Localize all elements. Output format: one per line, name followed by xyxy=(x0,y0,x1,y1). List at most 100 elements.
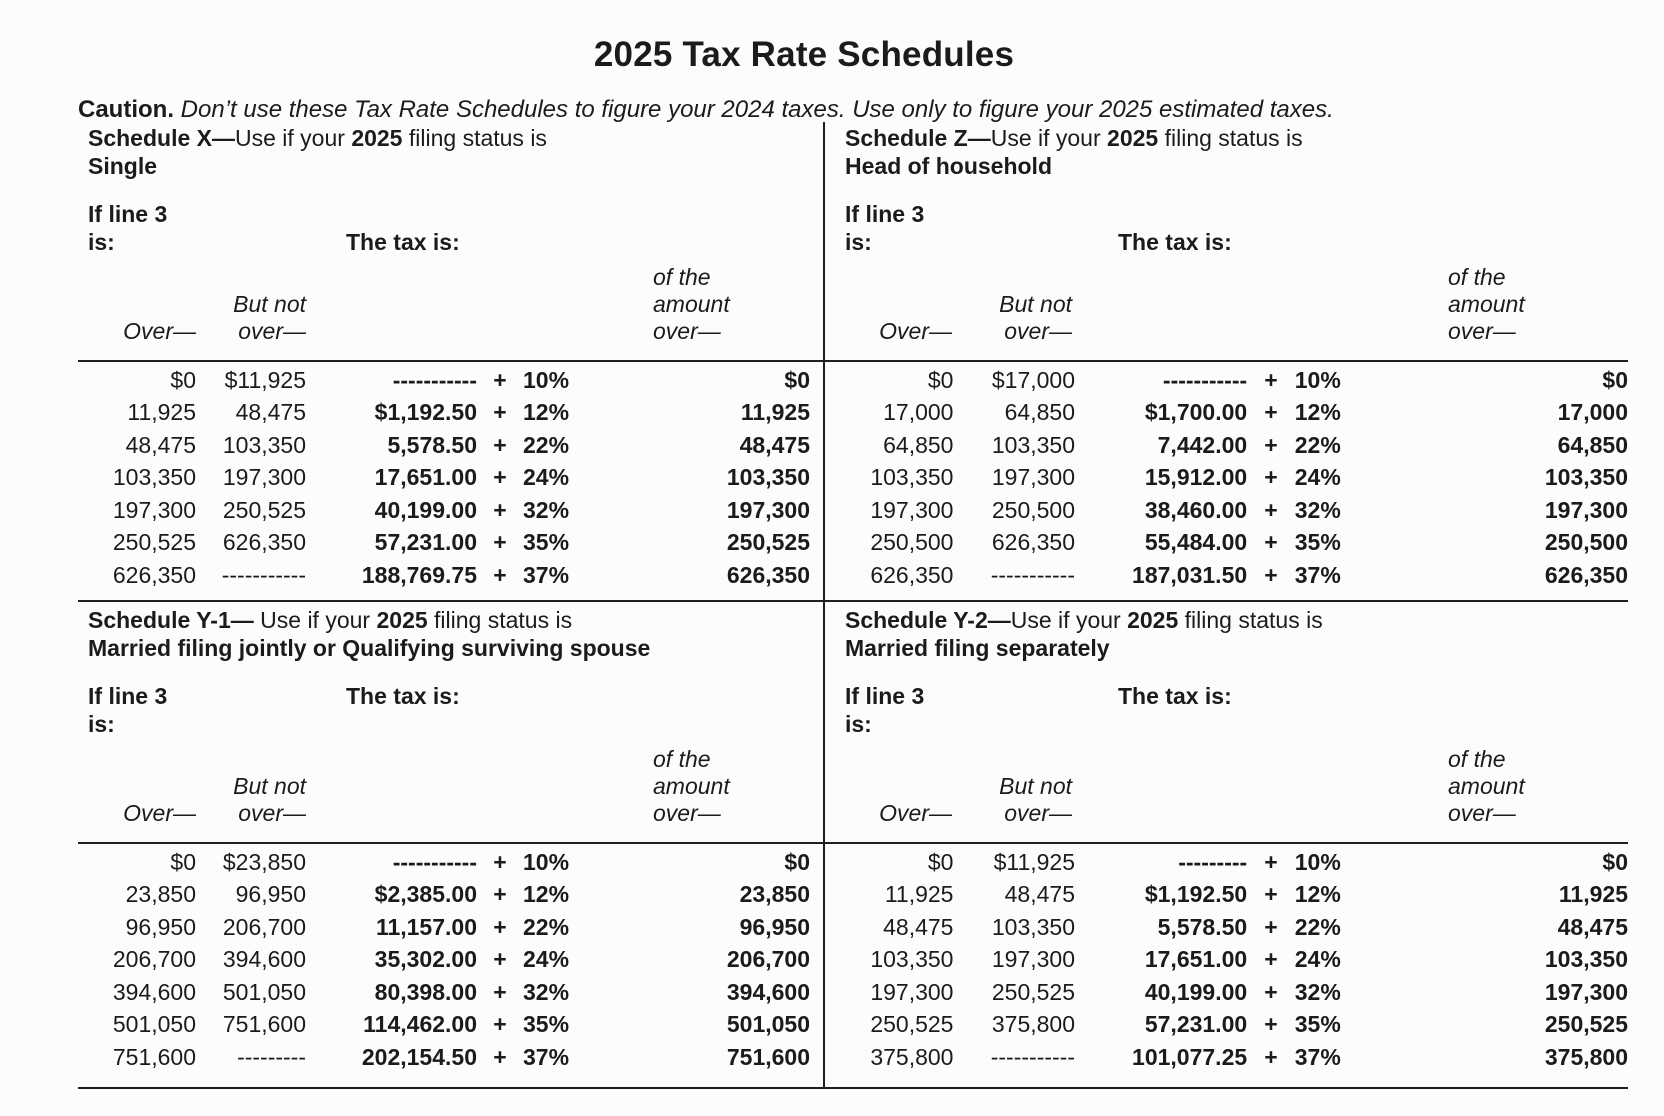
cell-but-not-over: 64,850 xyxy=(1004,399,1075,426)
cell-tax-base: 35,302.00 xyxy=(374,946,477,973)
cell-but-not-over: 375,800 xyxy=(991,1011,1075,1038)
cell-over: 197,300 xyxy=(112,496,196,523)
cell-but-not-over: 394,600 xyxy=(222,946,306,973)
cell-plus: + xyxy=(493,1043,507,1070)
cell-rate: 22% xyxy=(1294,431,1341,458)
over-header: Over— xyxy=(123,800,196,826)
cell-but-not-over: $17,000 xyxy=(991,366,1075,393)
cell-amount-over: 250,525 xyxy=(1544,1011,1628,1038)
cell-over: 375,800 xyxy=(870,1043,954,1070)
tax-table-schedule-y2: $0 $11,925 --------- +10% $0 11,925 48,475 $1,1… xyxy=(837,846,1628,1074)
schedule-x-panel: Schedule X—Use if your 2025 filing statu… xyxy=(78,118,810,600)
cell-tax-base: ----------- xyxy=(1162,366,1248,393)
cell-over: 48,475 xyxy=(883,913,954,940)
cell-rate: 37% xyxy=(523,1043,570,1070)
cell-over: 250,500 xyxy=(870,529,954,556)
cell-plus: + xyxy=(1264,1011,1278,1038)
cell-amount-over: 751,600 xyxy=(726,1043,810,1070)
filing-status: Married filing separately xyxy=(845,635,1110,661)
column-headers: If line 3 is: The tax is: of the amount ove… xyxy=(78,660,810,842)
cell-rate: 24% xyxy=(1294,946,1341,973)
cell-tax-base: ----------- xyxy=(392,366,477,393)
cell-plus: + xyxy=(493,848,507,875)
cell-rate: 37% xyxy=(1294,561,1341,588)
table-row: 103,350 197,300 15,912.00 +24% 103,350 xyxy=(837,462,1628,495)
tax-is-label: The tax is: xyxy=(1118,229,1232,255)
over-header: Over— xyxy=(123,318,196,344)
cell-amount-over: 394,600 xyxy=(726,978,810,1005)
cell-over: 103,350 xyxy=(112,464,196,491)
cell-tax-base: 7,442.00 xyxy=(1157,431,1248,458)
if-line-3-label: If line 3 is: xyxy=(845,683,925,737)
cell-amount-over: 626,350 xyxy=(1544,561,1628,588)
cell-rate: 24% xyxy=(523,946,570,973)
schedule-title-lead: Schedule Y-2— xyxy=(845,607,1011,633)
cell-plus: + xyxy=(1264,946,1278,973)
cell-plus: + xyxy=(1264,366,1278,393)
cell-amount-over: 103,350 xyxy=(1544,946,1628,973)
cell-but-not-over: 103,350 xyxy=(991,431,1075,458)
table-row: 197,300 250,525 40,199.00 +32% 197,300 xyxy=(837,976,1628,1009)
table-row: 103,350 197,300 17,651.00 +24% 103,350 xyxy=(837,944,1628,977)
cell-rate: 22% xyxy=(523,913,570,940)
table-row: 64,850 103,350 7,442.00 +22% 64,850 xyxy=(837,429,1628,462)
cell-plus: + xyxy=(1264,561,1278,588)
cell-but-not-over: 197,300 xyxy=(222,464,306,491)
cell-plus: + xyxy=(493,431,507,458)
cell-but-not-over: 48,475 xyxy=(235,399,306,426)
schedule-title: Schedule X—Use if your 2025 filing statu… xyxy=(88,125,547,179)
cell-amount-over: 375,800 xyxy=(1544,1043,1628,1070)
cell-amount-over: 103,350 xyxy=(726,464,810,491)
cell-over: 751,600 xyxy=(112,1043,196,1070)
cell-tax-base: 114,462.00 xyxy=(363,1011,477,1038)
cell-plus: + xyxy=(493,881,507,908)
cell-but-not-over: 501,050 xyxy=(222,978,306,1005)
cell-over: 11,925 xyxy=(127,399,196,426)
cell-amount-over: 17,000 xyxy=(1557,399,1628,426)
cell-but-not-over: --------- xyxy=(237,1043,306,1070)
cell-rate: 37% xyxy=(1294,1043,1341,1070)
header-rule-top xyxy=(78,360,1628,362)
table-row: 197,300 250,500 38,460.00 +32% 197,300 xyxy=(837,494,1628,527)
cell-rate: 35% xyxy=(1294,1011,1341,1038)
cell-but-not-over: 751,600 xyxy=(222,1011,306,1038)
cell-rate: 12% xyxy=(523,881,570,908)
cell-but-not-over: 250,500 xyxy=(991,496,1075,523)
but-not-over-header: But not over— xyxy=(233,291,306,344)
table-row: 23,850 96,950 $2,385.00 +12% 23,850 xyxy=(78,879,810,912)
table-row: 375,800 ----------- 101,077.25 +37% 375,800 xyxy=(837,1041,1628,1074)
cell-but-not-over: ----------- xyxy=(990,561,1075,588)
tax-table-schedule-z: $0 $17,000 ----------- +10% $0 17,000 64,850 $1… xyxy=(837,364,1628,592)
cell-rate: 32% xyxy=(1294,978,1341,1005)
over-header: Over— xyxy=(879,800,952,826)
column-headers: If line 3 is: The tax is: of the amount ove… xyxy=(78,178,810,360)
cell-rate: 37% xyxy=(523,561,570,588)
cell-amount-over: $0 xyxy=(784,848,810,875)
table-row: 206,700 394,600 35,302.00 +24% 206,700 xyxy=(78,944,810,977)
cell-plus: + xyxy=(1264,978,1278,1005)
cell-but-not-over: 250,525 xyxy=(991,978,1075,1005)
but-not-over-header: But not over— xyxy=(233,773,306,826)
cell-rate: 12% xyxy=(523,399,570,426)
cell-rate: 22% xyxy=(523,431,570,458)
table-row: 626,350 ----------- 187,031.50 +37% 626,350 xyxy=(837,559,1628,592)
section-rule-middle xyxy=(78,600,1628,602)
cell-over: $0 xyxy=(170,848,196,875)
cell-amount-over: 501,050 xyxy=(726,1011,810,1038)
table-row: $0 $11,925 ----------- +10% $0 xyxy=(78,364,810,397)
cell-plus: + xyxy=(1264,848,1278,875)
schedule-y2-panel: Schedule Y-2—Use if your 2025 filing sta… xyxy=(837,600,1628,1082)
cell-rate: 24% xyxy=(1294,464,1341,491)
table-row: $0 $11,925 --------- +10% $0 xyxy=(837,846,1628,879)
of-the-amount-over-header: of the amount over— xyxy=(1448,746,1525,826)
if-line-3-label: If line 3 is: xyxy=(845,201,925,255)
cell-but-not-over: ----------- xyxy=(990,1043,1075,1070)
cell-tax-base: 5,578.50 xyxy=(387,431,477,458)
cell-but-not-over: 103,350 xyxy=(991,913,1075,940)
cell-over: $0 xyxy=(927,366,954,393)
cell-but-not-over: 197,300 xyxy=(991,464,1075,491)
table-row: 751,600 --------- 202,154.50 +37% 751,600 xyxy=(78,1041,810,1074)
cell-plus: + xyxy=(493,561,507,588)
cell-plus: + xyxy=(493,496,507,523)
